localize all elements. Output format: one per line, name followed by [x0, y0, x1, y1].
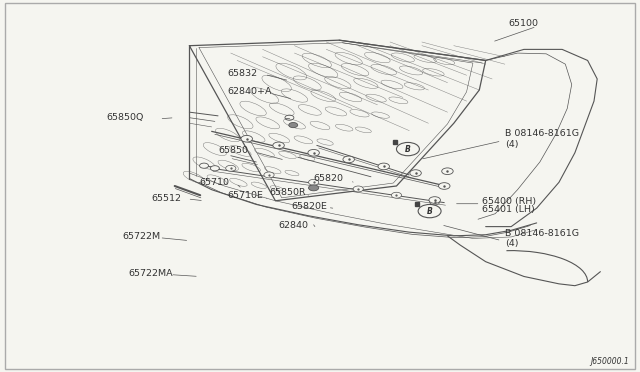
Text: B 08146-8161G
(4): B 08146-8161G (4): [505, 129, 579, 149]
Text: 65820: 65820: [314, 174, 344, 183]
Text: 62840+A: 62840+A: [228, 87, 272, 96]
Circle shape: [273, 142, 284, 149]
Circle shape: [353, 186, 364, 192]
Text: 65710: 65710: [199, 178, 229, 187]
Text: J650000.1: J650000.1: [590, 357, 629, 366]
Text: 65722MA: 65722MA: [129, 269, 173, 278]
Circle shape: [264, 172, 274, 178]
Circle shape: [308, 150, 319, 156]
Circle shape: [378, 163, 390, 170]
Circle shape: [289, 122, 298, 128]
Circle shape: [429, 197, 440, 203]
Text: 65850: 65850: [218, 147, 248, 155]
Text: 65722M: 65722M: [122, 232, 161, 241]
Text: 65832: 65832: [228, 69, 258, 78]
Circle shape: [308, 179, 319, 185]
Text: 62840: 62840: [278, 221, 308, 230]
Circle shape: [226, 165, 236, 171]
Text: 65710E: 65710E: [228, 191, 264, 200]
Circle shape: [429, 199, 440, 205]
Circle shape: [200, 163, 209, 168]
Text: B: B: [405, 145, 411, 154]
Text: 65100: 65100: [508, 19, 538, 28]
Text: 65401 (LH): 65401 (LH): [483, 205, 535, 214]
Circle shape: [442, 168, 453, 174]
Circle shape: [241, 135, 252, 142]
Circle shape: [308, 185, 319, 191]
Circle shape: [343, 156, 355, 163]
Text: B 08146-8161G
(4): B 08146-8161G (4): [505, 229, 579, 248]
Circle shape: [418, 205, 441, 218]
Circle shape: [392, 192, 401, 198]
Circle shape: [438, 183, 450, 189]
Text: B: B: [427, 206, 433, 216]
Text: 65850Q: 65850Q: [106, 113, 144, 122]
Text: 65400 (RH): 65400 (RH): [483, 198, 536, 206]
Text: 65850R: 65850R: [269, 188, 306, 197]
Circle shape: [211, 166, 220, 171]
Circle shape: [410, 170, 421, 176]
Text: 65512: 65512: [151, 194, 181, 203]
Circle shape: [396, 142, 419, 156]
Text: 65820E: 65820E: [291, 202, 327, 211]
